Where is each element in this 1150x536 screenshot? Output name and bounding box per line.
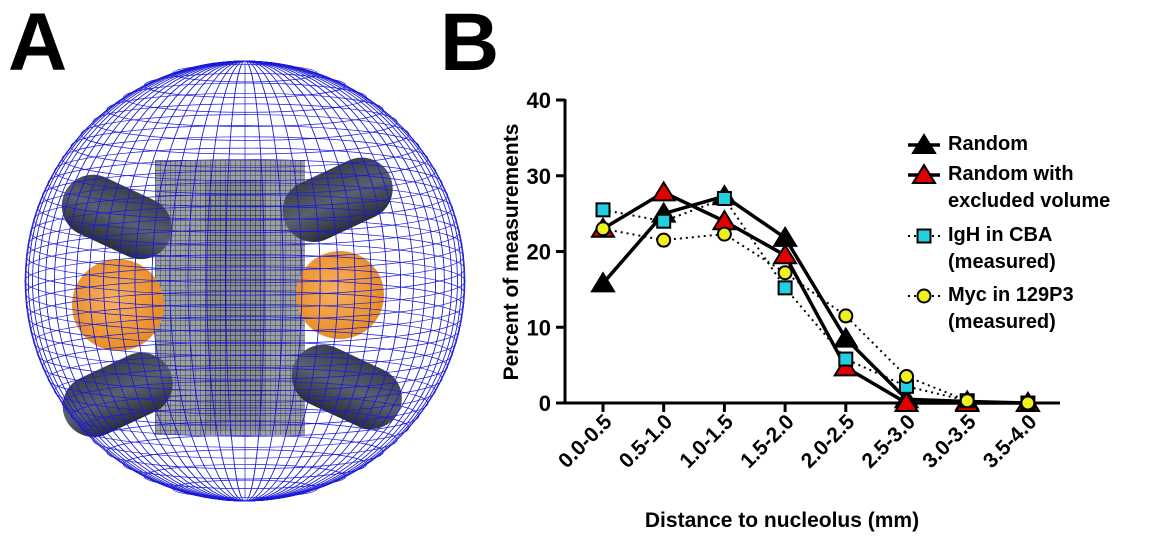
wire <box>106 92 384 127</box>
wire <box>70 394 420 437</box>
data-point <box>893 391 920 412</box>
wire <box>80 114 410 155</box>
legend-marker <box>911 133 937 154</box>
y-axis-label: Percent of measurements <box>500 124 523 381</box>
wire <box>106 435 384 470</box>
y-tick-label: 0 <box>539 391 551 416</box>
wire <box>37 329 453 380</box>
legend-label: Random <box>948 133 1028 155</box>
wire <box>92 103 398 141</box>
legend-label: IgH in CBA (measured) <box>948 224 1056 273</box>
wire <box>80 407 410 448</box>
x-tick-label: 3.5-4.0 <box>979 410 1042 473</box>
wire <box>47 159 443 208</box>
wire <box>37 182 453 233</box>
wire <box>25 60 465 502</box>
data-point <box>833 326 859 348</box>
x-tick-label: 1.0-1.5 <box>675 410 738 473</box>
data-point <box>590 271 616 293</box>
wire <box>24 254 466 308</box>
wire <box>143 464 347 489</box>
data-point <box>595 221 611 237</box>
wire <box>54 367 436 415</box>
data-point <box>656 213 672 229</box>
data-point <box>1020 395 1036 411</box>
data-point <box>656 232 672 248</box>
series-line <box>602 227 1028 404</box>
y-tick-label: 30 <box>527 164 551 189</box>
data-point <box>777 280 793 296</box>
wire <box>143 72 347 98</box>
legend-marker <box>916 288 932 304</box>
wire <box>41 170 449 221</box>
wire <box>27 217 463 271</box>
x-tick-label: 0.5-1.0 <box>615 410 678 473</box>
y-tick-label: 10 <box>527 315 551 340</box>
inner-cylinder <box>205 180 265 430</box>
series-line <box>602 197 1028 404</box>
cylinder <box>282 157 393 243</box>
wire <box>172 64 318 83</box>
wire <box>92 421 398 459</box>
wire <box>27 291 463 345</box>
wire <box>33 316 457 368</box>
data-point <box>838 351 854 367</box>
wire <box>33 194 457 246</box>
data-point <box>711 209 738 231</box>
wire <box>41 341 449 392</box>
wire <box>123 82 367 113</box>
data-point <box>777 265 793 281</box>
legend-label: Random with excluded volume <box>948 163 1111 212</box>
data-point <box>716 226 732 242</box>
wire <box>123 449 367 480</box>
data-point <box>959 393 975 409</box>
wire <box>30 303 460 356</box>
legend-marker <box>916 228 932 244</box>
legend-label: Myc in 129P3 (measured) <box>948 284 1074 333</box>
panel-label: A <box>8 0 67 88</box>
x-tick-label: 0.0-0.5 <box>554 410 617 473</box>
wire <box>24 266 466 320</box>
data-point <box>899 368 914 384</box>
x-tick-label: 2.0-2.5 <box>797 410 860 473</box>
wire <box>61 136 429 182</box>
wire <box>26 229 464 284</box>
wire <box>54 147 436 195</box>
x-tick-label: 3.0-3.5 <box>918 410 981 473</box>
wire <box>26 278 464 333</box>
x-axis-label: Distance to nucleolus (mm) <box>645 509 919 532</box>
data-point <box>772 243 798 265</box>
wire <box>30 206 460 259</box>
wire <box>172 479 318 498</box>
orange-sphere <box>296 251 384 339</box>
data-point <box>650 180 677 202</box>
legend-marker <box>911 163 937 184</box>
series-line <box>601 194 1028 405</box>
wire <box>70 125 420 168</box>
wire <box>47 354 443 403</box>
data-point <box>595 202 611 218</box>
x-tick-label: 2.5-3.0 <box>858 410 921 473</box>
data-point <box>838 308 854 324</box>
wire <box>61 380 429 426</box>
panel-label: B <box>440 0 499 88</box>
x-tick-label: 1.5-2.0 <box>736 410 799 473</box>
wire <box>24 242 466 296</box>
y-tick-label: 20 <box>527 240 551 265</box>
data-point <box>716 190 732 206</box>
y-tick-label: 40 <box>527 88 551 113</box>
nucleus-render <box>24 60 466 502</box>
